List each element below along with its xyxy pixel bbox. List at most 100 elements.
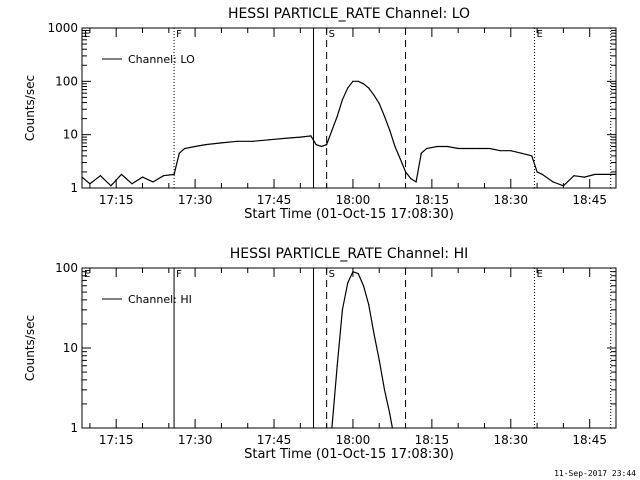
data-point [420,152,422,154]
data-point [284,137,286,139]
data-point [362,285,365,287]
data-point [120,173,123,175]
y-tick-label: 1 [70,181,78,195]
y-tick-label: 1000 [47,21,78,35]
data-point [541,173,543,175]
data-point [341,309,343,311]
data-point [510,150,512,152]
data-point [326,144,328,146]
x-tick-label: 18:45 [572,433,607,447]
data-point [236,140,238,142]
event-marker-label: E [84,29,90,40]
data-point [436,145,438,148]
event-marker-label: F [176,269,182,280]
data-point [552,181,554,183]
data-point [184,147,186,150]
data-point [373,94,375,96]
x-tick-label: 17:30 [178,193,213,207]
data-point [536,171,538,173]
event-marker-label: S [329,29,335,40]
x-tick-label: 17:30 [178,433,213,447]
data-point [391,427,393,429]
x-tick-label: 18:30 [493,193,528,207]
chart-title: HESSI PARTICLE_RATE Channel: LO [228,6,470,22]
data-point [194,145,196,148]
data-point [389,413,391,415]
data-point [331,129,333,131]
data-point [531,155,533,157]
data-point [220,142,222,144]
x-axis-label: Start Time (01-Oct-15 17:08:30) [244,447,454,462]
chart-title: HESSI PARTICLE_RATE Channel: HI [230,246,468,262]
data-point [152,181,154,183]
data-point [110,185,112,187]
data-point [352,80,354,82]
x-tick-label: 17:15 [99,433,134,447]
data-point [336,115,338,117]
data-point [583,176,586,178]
data-point [604,173,607,175]
legend-label: Channel: HI [128,293,192,306]
x-tick-label: 18:30 [493,433,528,447]
data-point [378,359,380,361]
event-marker-label: E [84,269,90,280]
data-point [352,271,354,273]
data-point [299,136,301,138]
y-axis-label: Counts/sec [23,315,37,381]
data-point [520,152,522,154]
data-point [378,103,380,105]
data-point [341,99,343,101]
data-point [81,176,83,178]
data-point [357,80,359,82]
data-point [99,175,101,177]
data-point [205,144,207,146]
data-point [320,145,322,148]
data-point [336,365,338,367]
x-tick-label: 17:45 [257,433,292,447]
data-point [347,87,349,89]
data-point [499,150,501,152]
x-axis-label: Start Time (01-Oct-15 17:08:30) [244,207,454,222]
data-point [310,135,312,137]
data-point [362,83,365,85]
plot-frame [81,27,617,189]
legend-label: Channel: LO [128,53,195,66]
data-point [89,183,91,185]
data-point [426,147,428,150]
data-point [447,145,449,148]
data-point [399,158,401,160]
data-point [368,87,370,89]
data-point [594,173,596,175]
x-tick-label: 17:15 [99,193,134,207]
data-point [489,147,491,150]
data-point [131,183,133,185]
event-marker-label: F [176,29,182,40]
data-point [405,171,407,173]
data-point [573,175,575,177]
data-point [357,273,359,275]
data-point [383,115,386,117]
data-point [373,333,375,335]
data-point [315,144,317,146]
series-line-0 [81,80,616,187]
data-point [368,303,370,306]
data-point [615,173,617,175]
data-point [331,427,333,429]
data-point [457,147,459,150]
y-tick-label: 10 [63,128,78,142]
event-marker-label: S [329,269,335,280]
data-point [394,145,396,148]
event-marker-label: E [536,29,542,40]
x-tick-label: 17:45 [257,193,292,207]
y-tick-label: 100 [55,74,78,88]
data-point [478,147,480,150]
data-point [141,176,144,178]
data-point [252,140,254,142]
data-point [410,178,412,180]
data-point [562,185,565,187]
y-tick-label: 1 [70,421,78,435]
x-tick-label: 18:15 [415,193,450,207]
x-tick-label: 18:00 [336,193,371,207]
data-point [389,129,391,131]
